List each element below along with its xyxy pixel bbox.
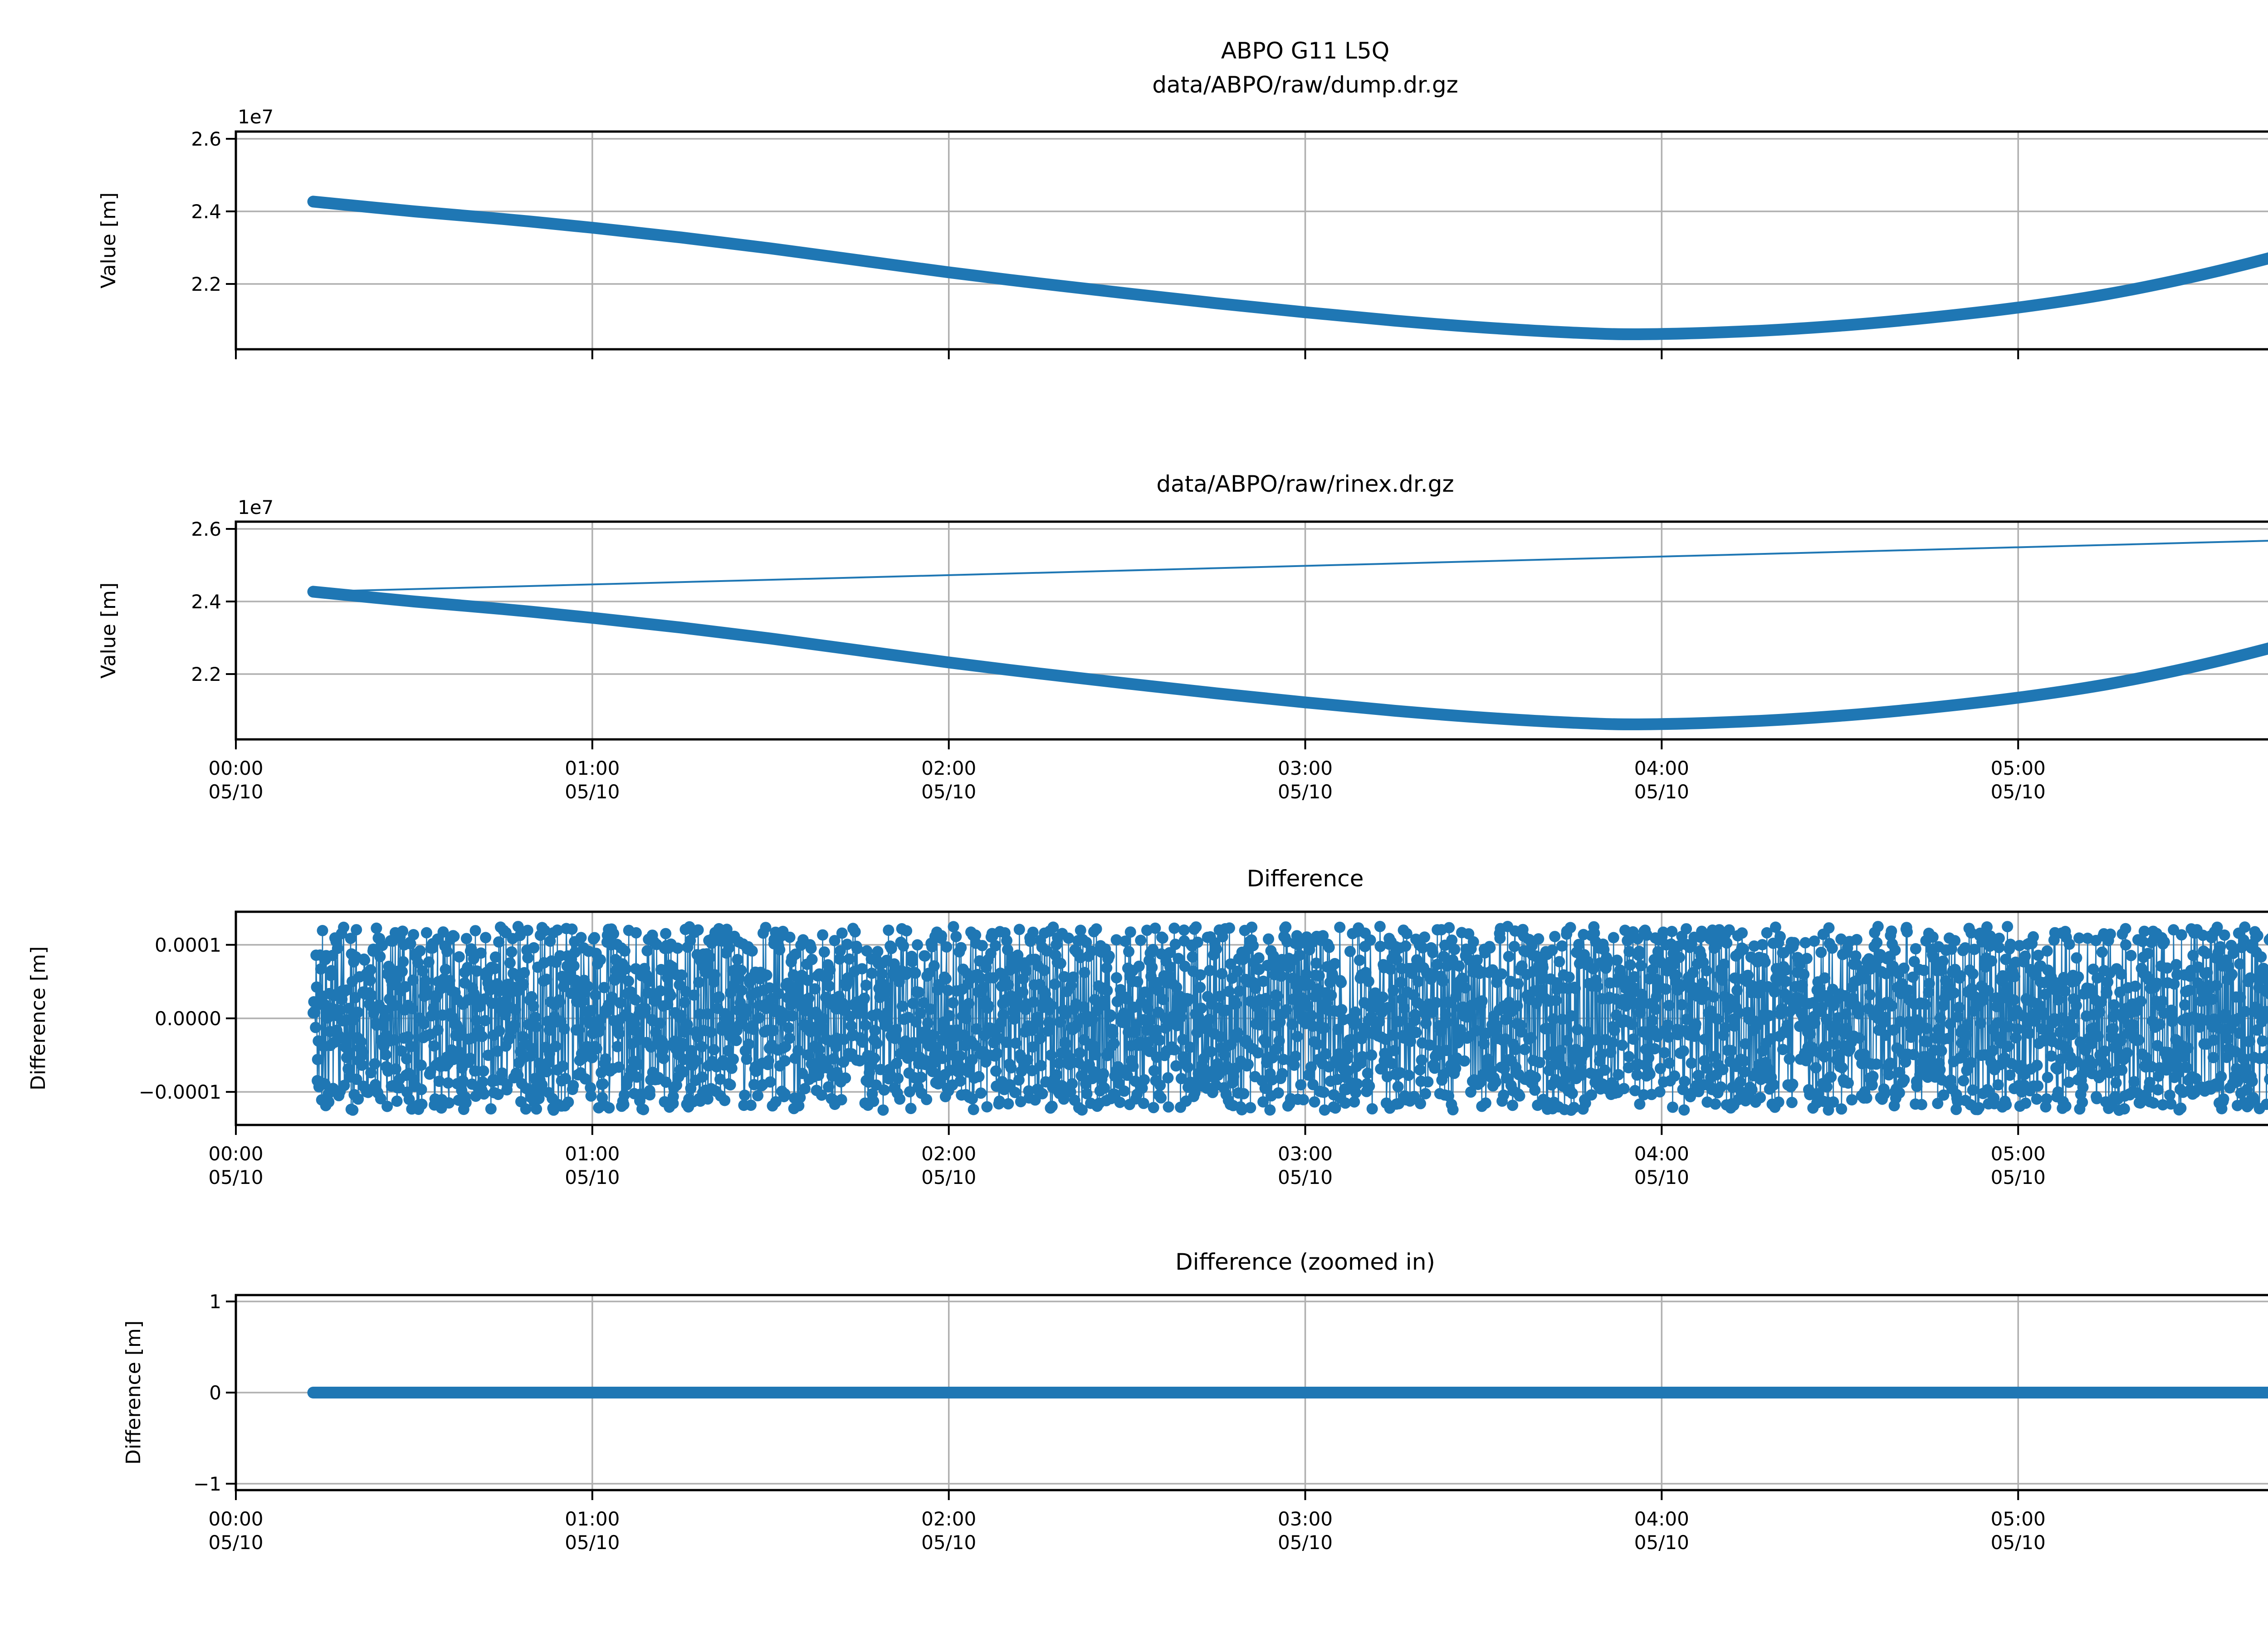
x-tick-label-time: 00:00: [208, 757, 263, 779]
y-tick-label: 0.0001: [155, 934, 221, 956]
ticks-difference: [226, 944, 2019, 1135]
y-tick-label: 1: [209, 1291, 221, 1313]
x-tick-label-time: 02:00: [921, 1143, 976, 1165]
y-tick-label: 2.4: [191, 591, 221, 613]
x-tick-label-date: 05/10: [1991, 1531, 2046, 1554]
y-tick-label: 2.2: [191, 663, 221, 685]
x-tick-label-time: 05:00: [1991, 757, 2046, 779]
y-tick-label: 2.4: [191, 200, 221, 223]
rinex-value: [307, 586, 2268, 730]
tick-labels-dump: 2.6 2.4 2.2: [191, 128, 221, 295]
x-tick-label-time: 03:00: [1278, 1508, 1333, 1530]
plot4-title: Difference (zoomed in): [1175, 1249, 1435, 1275]
x-tick-label-time: 05:00: [1991, 1508, 2046, 1530]
x-tick-label-time: 01:00: [565, 1508, 620, 1530]
x-tick-label-date: 05/10: [1991, 1166, 2046, 1188]
plot3-ylabel: Difference [m]: [27, 946, 50, 1091]
plot1-title-line2: data/ABPO/raw/dump.dr.gz: [1152, 72, 1458, 98]
x-tick-label-time: 01:00: [565, 1143, 620, 1165]
dump-value: [307, 196, 2268, 340]
tick-labels-difference-zoomed: 10−100:0005/1001:0005/1002:0005/1003:000…: [193, 1291, 2046, 1554]
y-tick-label: −1: [193, 1473, 221, 1495]
x-tick-label-time: 02:00: [921, 1508, 976, 1530]
x-tick-label-time: 01:00: [565, 757, 620, 779]
plot1-ylabel: Value [m]: [97, 192, 120, 289]
y-tick-label: −0.0001: [139, 1081, 221, 1103]
x-tick-label-time: 03:00: [1278, 757, 1333, 779]
x-tick-label-date: 05/10: [921, 781, 976, 803]
x-tick-label-date: 05/10: [1991, 781, 2046, 803]
tick-labels-rinex: 2.62.42.200:0005/1001:0005/1002:0005/100…: [191, 518, 2046, 803]
plot2-title: data/ABPO/raw/rinex.dr.gz: [1156, 471, 1454, 497]
subplot-difference-zoomed: 10−100:0005/1001:0005/1002:0005/1003:000…: [193, 1291, 2268, 1554]
x-tick-label-date: 05/10: [921, 1166, 976, 1188]
x-tick-label-date: 05/10: [1634, 1166, 1689, 1188]
x-tick-label-time: 00:00: [208, 1508, 263, 1530]
y-tick-label: 0.0000: [155, 1007, 221, 1030]
subplot-dump: 2.6 2.4 2.2: [191, 128, 2268, 359]
plot1-title-line1: ABPO G11 L5Q: [1221, 38, 1390, 64]
x-tick-label-date: 05/10: [565, 1531, 620, 1554]
x-tick-label-date: 05/10: [1634, 781, 1689, 803]
series-dump: [307, 196, 2268, 340]
ticks-dump: [226, 138, 2019, 359]
x-tick-label-time: 04:00: [1634, 1508, 1689, 1530]
x-tick-label-date: 05/10: [208, 1531, 263, 1554]
x-tick-label-date: 05/10: [565, 781, 620, 803]
ticks-difference-zoomed: [226, 1301, 2019, 1500]
subplot-difference: 0.00010.0000−0.000100:0005/1001:0005/100…: [139, 910, 2268, 1188]
x-tick-label-date: 05/10: [208, 1166, 263, 1188]
plot2-offset-label: 1e7: [238, 496, 274, 518]
x-tick-label-date: 05/10: [1634, 1531, 1689, 1554]
y-tick-label: 2.2: [191, 273, 221, 295]
series-rinex: [307, 540, 2268, 730]
y-tick-label: 2.6: [191, 128, 221, 150]
plot2-ylabel: Value [m]: [97, 582, 120, 679]
plot4-ylabel: Difference [m]: [122, 1320, 145, 1465]
x-tick-label-time: 03:00: [1278, 1143, 1333, 1165]
x-tick-label-date: 05/10: [1278, 781, 1333, 803]
x-tick-label-date: 05/10: [1278, 1166, 1333, 1188]
plot3-title: Difference: [1246, 865, 1364, 892]
rinex-wrap-line: [313, 540, 2268, 593]
y-tick-label: 2.6: [191, 518, 221, 540]
difference-noise-markers: [308, 921, 2268, 1116]
x-tick-label-time: 02:00: [921, 757, 976, 779]
subplot-rinex: 2.62.42.200:0005/1001:0005/1002:0005/100…: [191, 518, 2268, 803]
series-difference: [308, 921, 2268, 1116]
x-tick-label-date: 05/10: [921, 1531, 976, 1554]
tick-labels-difference: 0.00010.0000−0.000100:0005/1001:0005/100…: [139, 934, 2046, 1188]
x-tick-label-time: 04:00: [1634, 1143, 1689, 1165]
plot1-offset-label: 1e7: [238, 106, 274, 128]
x-tick-label-date: 05/10: [208, 781, 263, 803]
x-tick-label-time: 05:00: [1991, 1143, 2046, 1165]
x-tick-label-date: 05/10: [1278, 1531, 1333, 1554]
x-tick-label-time: 04:00: [1634, 757, 1689, 779]
x-tick-label-date: 05/10: [565, 1166, 620, 1188]
y-tick-label: 0: [209, 1382, 221, 1404]
grid-dump: [235, 132, 2268, 349]
ticks-rinex: [226, 528, 2019, 749]
x-tick-label-time: 00:00: [208, 1143, 263, 1165]
